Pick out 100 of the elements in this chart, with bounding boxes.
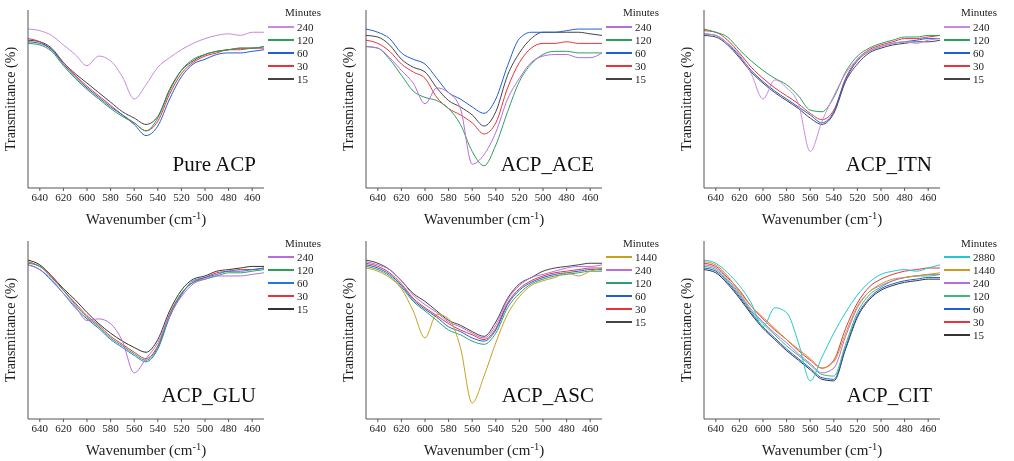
y-axis-title: Transmittance (%) [679, 277, 695, 382]
x-tick-label: 480 [896, 190, 914, 203]
legend-label: 120 [635, 277, 652, 289]
text: ACP_ACE [500, 152, 594, 177]
legend-label: 15 [297, 72, 308, 85]
y-axis-title: Transmittance (%) [3, 46, 19, 152]
x-tick-label: 640 [707, 421, 725, 434]
x-tick-label: 600 [754, 190, 772, 203]
legend-label: 15 [635, 316, 646, 328]
legend-label: 15 [635, 72, 646, 85]
legend-title: Minutes [959, 6, 999, 18]
legend-label: 30 [635, 59, 646, 72]
x-tick-label: 460 [581, 421, 599, 434]
legend-label: 240 [973, 20, 990, 33]
x-tick-label: 460 [919, 190, 937, 203]
legend-label: 30 [635, 303, 646, 315]
x-axis-title: Wavenumber (cm$^{-1}$) [761, 209, 883, 228]
x-tick-label: 500 [196, 421, 214, 434]
legend-label: 30 [297, 290, 308, 302]
text: Pure ACP [172, 152, 256, 177]
x-tick-label: 500 [872, 421, 890, 434]
x-tick-label: 540 [825, 190, 843, 203]
x-axis-title: Wavenumber (cm$^{-1}$) [85, 209, 207, 228]
x-tick-label: 500 [872, 190, 890, 203]
x-tick-label: 460 [243, 421, 261, 434]
x-tick-label: 600 [78, 190, 96, 203]
x-tick-label: 640 [369, 421, 387, 434]
x-axis-title: Wavenumber (cm$^{-1}$) [761, 440, 883, 459]
x-tick-label: 560 [801, 190, 819, 203]
legend-title: Minutes [283, 6, 323, 18]
legend-label: 120 [297, 33, 314, 46]
legend-label: 60 [297, 277, 308, 289]
x-tick-label: 480 [558, 190, 576, 203]
x-tick-label: 560 [801, 421, 819, 434]
legend-label: 15 [973, 329, 984, 341]
legend-label: 60 [635, 290, 646, 302]
text: ACP_GLU [161, 382, 256, 408]
x-tick-label: 620 [731, 190, 749, 203]
x-tick-label: 580 [440, 421, 458, 434]
x-axis-title: Wavenumber (cm$^{-1}$) [423, 440, 545, 459]
legend-label: 240 [973, 277, 990, 289]
x-tick-label: 640 [31, 421, 49, 434]
x-tick-label: 560 [463, 190, 481, 203]
x-tick-label: 560 [125, 421, 143, 434]
x-tick-label: 480 [558, 421, 576, 434]
legend-title: Minutes [959, 236, 999, 249]
x-tick-label: 520 [511, 190, 529, 203]
legend-label: 60 [297, 46, 308, 59]
legend-label: 60 [635, 46, 646, 59]
x-tick-label: 500 [534, 190, 552, 203]
x-tick-label: 600 [78, 421, 96, 434]
legend-label: 120 [973, 33, 990, 46]
x-tick-label: 640 [369, 190, 387, 203]
y-axis-title: Transmittance (%) [341, 46, 357, 152]
x-tick-label: 560 [463, 421, 481, 434]
x-tick-label: 460 [919, 421, 937, 434]
x-tick-label: 520 [511, 421, 529, 434]
x-tick-label: 520 [849, 421, 867, 434]
x-tick-label: 620 [55, 421, 73, 434]
legend-label: 120 [297, 264, 314, 276]
x-tick-label: 580 [102, 190, 120, 203]
y-axis-title: Transmittance (%) [341, 277, 357, 382]
legend-label: 15 [297, 303, 308, 315]
x-tick-label: 480 [220, 190, 238, 203]
x-tick-label: 540 [487, 421, 505, 434]
x-tick-label: 540 [825, 421, 843, 434]
x-tick-label: 560 [125, 190, 143, 203]
x-tick-label: 600 [416, 190, 434, 203]
x-tick-label: 620 [55, 190, 73, 203]
legend-title: Minutes [621, 6, 661, 18]
legend-label: 1440 [635, 251, 657, 263]
legend-title: Minutes [283, 236, 323, 249]
legend-label: 240 [635, 264, 652, 276]
x-tick-label: 600 [416, 421, 434, 434]
legend-label: 30 [973, 59, 984, 72]
y-axis-title: Transmittance (%) [3, 277, 19, 382]
legend-title: Minutes [621, 236, 661, 249]
x-tick-label: 620 [731, 421, 749, 434]
x-tick-label: 460 [581, 190, 599, 203]
legend-label: 15 [973, 72, 984, 85]
x-tick-label: 500 [534, 421, 552, 434]
x-tick-label: 580 [778, 190, 796, 203]
x-tick-label: 600 [754, 421, 772, 434]
x-tick-label: 480 [220, 421, 238, 434]
x-tick-label: 480 [896, 421, 914, 434]
legend-label: 30 [973, 316, 984, 328]
legend-label: 1440 [973, 264, 995, 276]
x-tick-label: 540 [149, 190, 167, 203]
legend-label: 240 [297, 251, 314, 263]
x-tick-label: 580 [778, 421, 796, 434]
text: ACP_CIT [846, 382, 932, 408]
text: ACP_ASC [501, 382, 594, 408]
x-tick-label: 540 [487, 190, 505, 203]
text: ACP_ITN [845, 152, 932, 177]
x-tick-label: 520 [849, 190, 867, 203]
x-axis-title: Wavenumber (cm$^{-1}$) [85, 440, 207, 459]
x-tick-label: 580 [102, 421, 120, 434]
legend-label: 60 [973, 303, 984, 315]
x-tick-label: 460 [243, 190, 261, 203]
legend-label: 2880 [973, 251, 995, 263]
